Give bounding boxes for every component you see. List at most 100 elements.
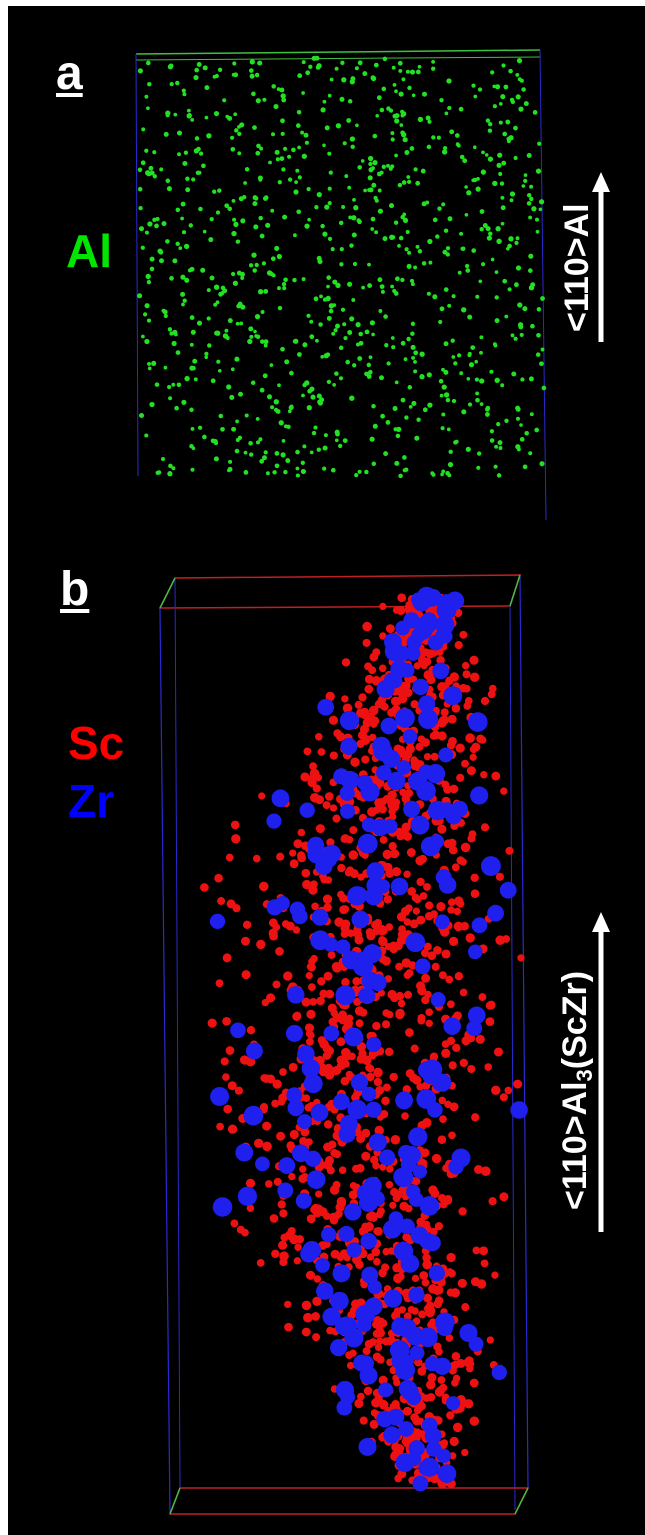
al-atom: [475, 391, 480, 396]
sc-atom: [387, 800, 397, 810]
zr-atom: [255, 1156, 270, 1172]
al-atom: [215, 300, 220, 305]
sc-atom: [451, 863, 460, 872]
sc-atom: [478, 993, 487, 1002]
sc-atom: [318, 1066, 329, 1077]
al-atom: [521, 87, 526, 92]
zr-atom: [346, 1242, 362, 1258]
al-atom: [518, 106, 524, 112]
sc-atom: [415, 1402, 425, 1412]
sc-atom: [416, 915, 426, 925]
sc-atom: [437, 731, 447, 741]
al-atom: [193, 148, 200, 154]
al-atom: [416, 417, 421, 422]
al-atom: [181, 88, 186, 93]
zr-atom: [412, 1475, 429, 1492]
sc-atom: [378, 664, 387, 673]
al-atom: [464, 263, 470, 269]
al-atom: [300, 468, 306, 475]
al-atom: [231, 198, 236, 203]
zr-atom: [303, 1074, 323, 1094]
sc-atom: [354, 935, 364, 945]
al-atom: [228, 459, 233, 464]
sc-atom: [484, 1063, 493, 1071]
zr-atom: [380, 717, 398, 735]
sc-atom: [328, 1017, 338, 1027]
al-atom: [457, 270, 462, 275]
sc-atom: [442, 1164, 451, 1173]
al-atom: [501, 63, 506, 68]
al-atom: [489, 369, 494, 374]
al-atom: [227, 206, 233, 212]
al-atom: [400, 109, 405, 114]
zr-atom: [432, 662, 450, 680]
al-atom: [513, 125, 518, 131]
sc-atom: [216, 1122, 225, 1131]
al-atom: [178, 246, 183, 251]
al-atom: [288, 404, 294, 411]
sc-atom: [277, 1098, 286, 1106]
al-atom: [518, 324, 524, 330]
zr-atom: [333, 1093, 350, 1111]
zr-atom: [406, 635, 422, 651]
sc-atom: [223, 1104, 233, 1114]
sc-atom: [459, 988, 468, 997]
al-atom: [279, 87, 285, 93]
al-atom: [248, 68, 254, 73]
al-atom: [334, 66, 339, 71]
sc-atom: [439, 927, 450, 937]
al-atom: [427, 402, 433, 408]
sc-atom: [346, 1361, 355, 1370]
al-atom: [227, 318, 233, 324]
sc-atom: [354, 700, 363, 709]
al-atom: [342, 322, 347, 327]
sc-atom: [397, 999, 406, 1008]
al-atom: [296, 109, 302, 115]
al-atom: [394, 113, 400, 119]
al-atom: [330, 467, 336, 473]
sc-atom: [378, 936, 388, 947]
sc-atom: [448, 736, 457, 746]
sc-atom: [279, 1068, 287, 1076]
al-atom: [541, 385, 547, 391]
al-atom: [536, 307, 542, 312]
al-atom: [259, 387, 265, 393]
panel-b-direction-label: <110>Al3(ScZr): [556, 971, 597, 1210]
sc-atom: [326, 1166, 335, 1175]
zr-atom: [418, 709, 439, 730]
al-atom: [329, 77, 334, 82]
sc-atom: [349, 1182, 358, 1190]
al-atom: [222, 98, 227, 103]
al-atom: [293, 338, 299, 344]
sc-atom: [379, 1163, 387, 1171]
al-atom: [171, 382, 176, 387]
sc-atom: [469, 753, 477, 761]
sc-atom: [373, 1077, 383, 1087]
sc-atom: [475, 1034, 485, 1044]
al-atom: [184, 375, 190, 382]
al-atom: [263, 450, 268, 455]
al-atom: [302, 444, 307, 449]
al-atom: [333, 328, 338, 333]
al-atom: [480, 169, 487, 175]
sc-atom: [404, 1204, 413, 1213]
sc-atom: [432, 1285, 443, 1296]
sc-atom: [460, 842, 471, 853]
sc-atom: [293, 839, 303, 849]
al-atom: [159, 258, 164, 264]
al-atom: [263, 343, 268, 348]
al-atom: [413, 369, 418, 374]
al-atom: [145, 60, 151, 66]
sc-atom: [456, 899, 465, 908]
al-atom: [355, 123, 359, 128]
sc-atom: [388, 807, 396, 816]
al-atom: [181, 302, 185, 307]
zr-atom: [437, 1464, 457, 1484]
al-atom: [175, 80, 180, 86]
al-atom: [320, 223, 325, 229]
al-atom: [502, 278, 508, 284]
sc-atom: [481, 1166, 491, 1176]
al-atom: [386, 163, 390, 168]
sc-atom: [410, 1044, 419, 1053]
